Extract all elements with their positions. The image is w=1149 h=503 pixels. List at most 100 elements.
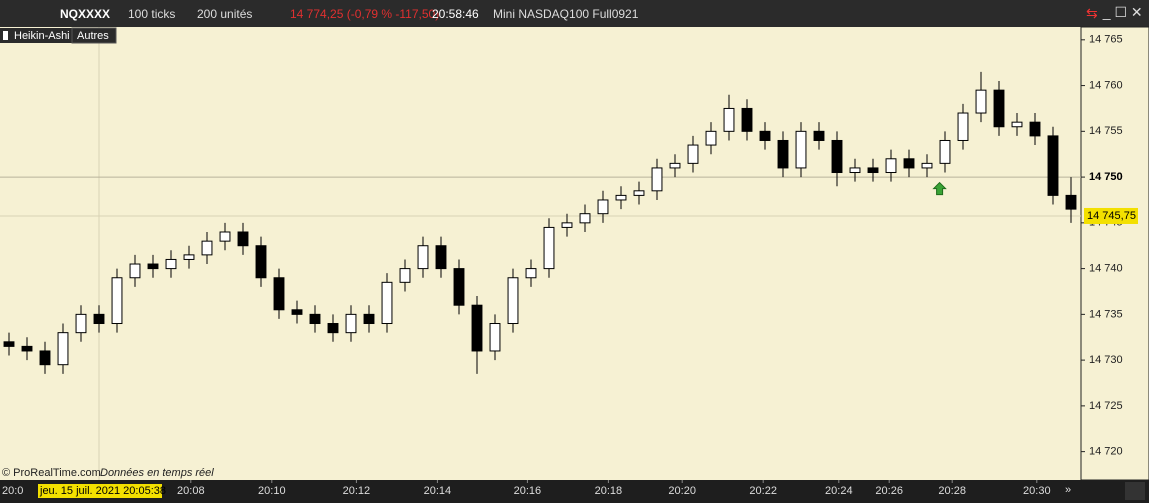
- price-label: 14 745,75: [1087, 210, 1136, 222]
- x-tick-label: 20:10: [258, 485, 286, 497]
- candle-body: [93, 313, 105, 325]
- x-tick-label: 20:22: [749, 485, 777, 497]
- candle-body: [1011, 121, 1023, 128]
- candle-body: [57, 332, 69, 366]
- candle-body: [975, 89, 987, 114]
- candle-body: [237, 231, 249, 247]
- symbol[interactable]: NQXXXX: [60, 7, 111, 21]
- x-axis-bg: [0, 480, 1149, 503]
- y-tick-label: 14 725: [1089, 400, 1123, 412]
- candle-body: [39, 350, 51, 366]
- x-tick-label: 20:28: [938, 485, 966, 497]
- candle-body: [489, 323, 501, 352]
- candle-body: [561, 222, 573, 228]
- instrument: Mini NASDAQ100 Full0921: [493, 7, 639, 21]
- y-tick-label: 14 765: [1089, 34, 1123, 46]
- candle-body: [21, 345, 33, 352]
- x-tick-label: 20:08: [177, 485, 205, 497]
- candle-body: [525, 268, 537, 279]
- candle-body: [1047, 135, 1059, 196]
- candle-body: [165, 258, 177, 270]
- window-buttons[interactable]: ⇆: [1086, 5, 1098, 21]
- candle-body: [273, 277, 285, 311]
- candle-body: [777, 139, 789, 169]
- candle-body: [1065, 194, 1077, 210]
- y-tick-label: 14 755: [1089, 125, 1123, 137]
- candle-body: [615, 194, 627, 201]
- tab-label[interactable]: Autres: [77, 30, 109, 42]
- candle-body: [1029, 121, 1041, 137]
- candle-body: [453, 268, 465, 306]
- tab-label[interactable]: Heikin-Ashi: [14, 30, 70, 42]
- candle-body: [435, 245, 447, 270]
- candle-body: [471, 304, 483, 352]
- candle-body: [795, 130, 807, 169]
- candle-body: [507, 277, 519, 325]
- y-tick-label: 14 740: [1089, 263, 1123, 275]
- y-tick-label: 14 730: [1089, 354, 1123, 366]
- candle-body: [381, 281, 393, 325]
- tab[interactable]: [71, 27, 117, 44]
- toolbar: NQXXXX 100 ticks 200 unités 14 774,25 (-…: [0, 0, 1149, 27]
- window-buttons[interactable]: _ ☐ ✕: [1095, 4, 1143, 20]
- candle-body: [219, 231, 231, 242]
- candle-body: [309, 313, 321, 325]
- candle-body: [687, 144, 699, 164]
- copyright: © ProRealTime.com: [2, 467, 101, 479]
- corner-button[interactable]: [1125, 482, 1145, 500]
- plot-bg: [0, 27, 1081, 480]
- x-tick-label: 20:26: [875, 485, 903, 497]
- candle-body: [75, 313, 87, 334]
- x-tick-label: 20:18: [595, 485, 623, 497]
- candle-body: [831, 139, 843, 174]
- candle-body: [939, 139, 951, 164]
- candle-body: [813, 130, 825, 141]
- x-tick-label: 20:14: [424, 485, 452, 497]
- tab-icon: [3, 31, 8, 40]
- scroll-button[interactable]: »: [1065, 484, 1071, 496]
- candle-body: [903, 158, 915, 169]
- x-tick-label: 20:24: [825, 485, 853, 497]
- y-axis-bg: [1080, 26, 1149, 481]
- candle-body: [669, 162, 681, 169]
- y-tick-label: 14 735: [1089, 308, 1123, 320]
- candle-body: [363, 313, 375, 325]
- x-tick-label: 20:30: [1023, 485, 1051, 497]
- candle-body: [921, 162, 933, 169]
- candle-body: [399, 268, 411, 283]
- candle-body: [579, 213, 591, 224]
- candle-body: [327, 323, 339, 334]
- candle-body: [885, 158, 897, 174]
- price-tag: [1084, 207, 1138, 224]
- candle-body: [147, 263, 159, 270]
- clock: 20:58:46: [432, 7, 479, 21]
- candle-body: [201, 240, 213, 256]
- candle-body: [291, 309, 303, 315]
- level-label: 14 750: [1089, 171, 1123, 183]
- candle-body: [183, 254, 195, 260]
- x-tick-label: 20:20: [668, 485, 696, 497]
- tab[interactable]: [0, 28, 72, 43]
- x-tick-label: 20:0: [2, 485, 23, 497]
- candle-body: [111, 277, 123, 325]
- candle-body: [345, 313, 357, 334]
- signal-arrow: [932, 181, 947, 196]
- interval[interactable]: 100 ticks: [128, 7, 176, 21]
- candle-body: [417, 245, 429, 270]
- quote: 14 774,25 (-0,79 % -117,50): [290, 7, 440, 21]
- candle-body: [723, 107, 735, 132]
- y-tick-label: 14 760: [1089, 79, 1123, 91]
- candle-body: [651, 167, 663, 192]
- candle-body: [993, 89, 1005, 128]
- candle-body: [957, 112, 969, 141]
- y-tick-label: 14 720: [1089, 446, 1123, 458]
- cursor-date-bg: [38, 484, 162, 498]
- cursor-date: jeu. 15 juil. 2021 20:05:38: [39, 485, 166, 497]
- units[interactable]: 200 unités: [197, 7, 253, 21]
- candle-body: [867, 167, 879, 174]
- candle-body: [597, 199, 609, 215]
- candle-body: [543, 226, 555, 270]
- y-tick-label: 14 750: [1089, 171, 1123, 183]
